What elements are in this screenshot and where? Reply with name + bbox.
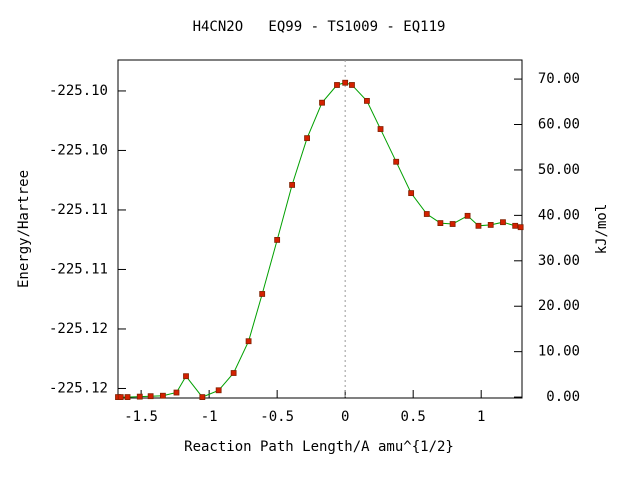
point-marker: [500, 219, 506, 226]
point-marker: [183, 373, 189, 380]
point-marker: [124, 394, 131, 400]
y2-axis-label: kJ/mol: [594, 204, 610, 255]
y2-tick-label: 50.00: [538, 162, 580, 178]
point-marker: [319, 99, 325, 106]
y2-tick-label: 0.00: [546, 389, 580, 405]
point-marker: [464, 212, 471, 219]
point-marker: [349, 82, 355, 88]
point-marker: [364, 97, 370, 104]
point-marker: [173, 389, 180, 396]
point-marker: [230, 370, 237, 376]
point-marker: [147, 393, 154, 400]
point-marker: [289, 182, 296, 188]
x-tick-label: -1.5: [124, 409, 158, 425]
point-marker: [487, 222, 494, 228]
x-tick-label: 1: [477, 409, 485, 425]
y2-tick-label: 60.00: [538, 117, 580, 133]
y-tick-label: -225.12: [49, 380, 108, 396]
point-marker: [245, 338, 252, 345]
x-tick-label: 0.5: [401, 409, 426, 425]
point-marker: [334, 82, 340, 88]
point-marker: [136, 393, 143, 400]
point-marker: [449, 221, 456, 227]
y-tick-label: -225.11: [49, 202, 108, 218]
y2-tick-label: 70.00: [538, 71, 580, 87]
point-marker: [159, 392, 166, 399]
x-tick-label: -0.5: [260, 409, 294, 425]
point-marker: [377, 126, 384, 132]
y2-tick-label: 10.00: [538, 344, 580, 360]
point-marker: [475, 222, 482, 229]
x-axis-label: Reaction Path Length/A amu^{1/2}: [184, 439, 454, 455]
x-tick-label: 0: [341, 409, 349, 425]
point-marker: [274, 237, 281, 243]
point-marker: [408, 190, 415, 197]
point-marker: [215, 387, 222, 394]
y-tick-label: -225.10: [49, 142, 108, 158]
y-axis-label: Energy/Hartree: [16, 170, 32, 288]
point-marker: [199, 394, 206, 400]
point-marker: [259, 291, 266, 297]
point-marker: [342, 79, 349, 86]
y-tick-label: -225.12: [49, 321, 108, 337]
point-marker: [117, 394, 124, 400]
point-marker: [304, 135, 310, 142]
chart-title: H4CN2O EQ99 - TS1009 - EQ119: [193, 19, 446, 35]
point-marker: [423, 211, 430, 217]
y2-tick-label: 20.00: [538, 298, 580, 314]
x-tick-label: -1: [201, 409, 218, 425]
point-marker: [437, 220, 444, 226]
y-tick-label: -225.10: [49, 83, 108, 99]
point-marker: [517, 224, 524, 231]
point-marker: [393, 158, 400, 165]
y2-tick-label: 40.00: [538, 207, 580, 223]
point-marker: [512, 222, 519, 229]
y2-tick-label: 30.00: [538, 253, 580, 269]
y-tick-label: -225.11: [49, 261, 108, 277]
